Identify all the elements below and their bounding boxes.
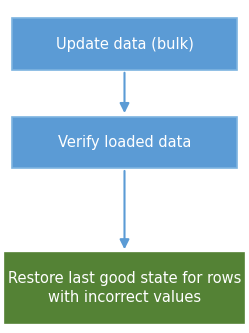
- Text: Verify loaded data: Verify loaded data: [58, 135, 191, 150]
- FancyBboxPatch shape: [12, 18, 237, 70]
- FancyBboxPatch shape: [5, 253, 244, 323]
- Text: Update data (bulk): Update data (bulk): [56, 37, 193, 52]
- FancyBboxPatch shape: [12, 117, 237, 168]
- Text: Restore last good state for rows
with incorrect values: Restore last good state for rows with in…: [8, 271, 241, 305]
